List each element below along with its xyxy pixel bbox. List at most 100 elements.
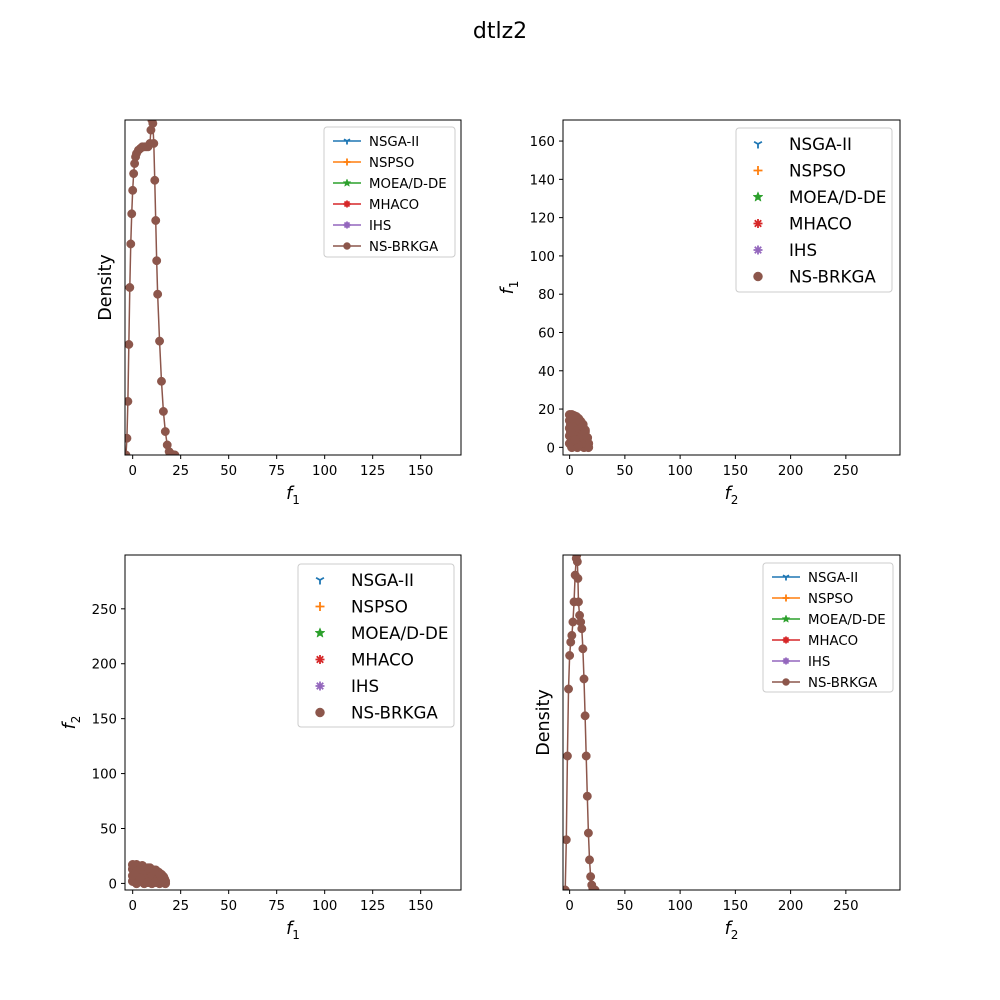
data-point	[578, 644, 588, 654]
legend-label: NSPSO	[351, 597, 408, 617]
x-tick-label: 150	[723, 464, 748, 479]
legend-label: IHS	[351, 676, 379, 696]
legend-label: NSPSO	[789, 161, 846, 181]
data-point	[583, 828, 593, 838]
x-tick-label: 0	[565, 464, 573, 479]
legend-label: IHS	[789, 240, 817, 260]
x-axis-label: f1	[286, 919, 300, 942]
data-point	[567, 630, 577, 640]
axes-frame	[562, 119, 901, 456]
y-tick-label: 100	[530, 250, 555, 265]
legend-marker-icon	[753, 245, 763, 255]
data-point	[129, 169, 139, 179]
data-point	[585, 855, 594, 865]
data-point	[148, 120, 158, 128]
data-point	[150, 175, 160, 185]
plot-panel-top-left: 0 25 50 75 100 125 150 f1 Density NSGA-II NSPSO MOE…	[96, 119, 462, 507]
y-axis-label: Density	[534, 689, 554, 756]
legend-marker-icon	[343, 158, 351, 166]
y-tick-label: 200	[92, 658, 117, 673]
legend-marker-icon	[781, 614, 791, 623]
y-tick-label: 250	[92, 603, 117, 618]
data-point	[563, 835, 571, 845]
x-tick-label: 50	[220, 464, 237, 479]
x-tick-label: 150	[723, 899, 748, 914]
y-tick-label: 100	[92, 768, 117, 783]
plot-panel-top-right: 0 50 100 150 200 250 0 20 40 60 80 100 120 140 160 f2 f1…	[498, 119, 901, 507]
data-point	[582, 791, 592, 801]
legend-label: MOEA/D-DE	[369, 177, 447, 192]
legend-marker-icon	[314, 627, 326, 638]
data-point	[151, 216, 161, 225]
y-tick-label: 50	[100, 822, 117, 837]
legend-label: MHACO	[808, 634, 858, 649]
legend-frame	[297, 563, 455, 728]
x-tick-label: 75	[268, 464, 285, 479]
data-layer	[564, 410, 594, 453]
data-point	[153, 289, 163, 299]
x-tick-label: 125	[360, 899, 385, 914]
x-tick-label: 125	[360, 464, 385, 479]
data-point	[128, 185, 138, 195]
x-tick-label: 25	[172, 899, 189, 914]
x-tick-label: 0	[565, 899, 573, 914]
x-tick-label: 200	[778, 464, 803, 479]
legend-marker-icon	[315, 576, 325, 585]
legend-label: IHS	[369, 219, 391, 234]
y-tick-label: 80	[538, 288, 555, 303]
x-axis-label: f2	[725, 919, 739, 942]
data-point	[125, 340, 134, 349]
legend-label: NSPSO	[369, 156, 414, 171]
x-tick-label: 25	[172, 464, 189, 479]
x-tick-label: 0	[128, 464, 136, 479]
y-tick-label: 0	[547, 441, 555, 456]
y-tick-label: 140	[530, 173, 555, 188]
legend-label: MHACO	[351, 650, 414, 670]
legend-marker-icon	[752, 191, 764, 202]
legend-marker-icon	[782, 636, 790, 644]
legend: NSGA-II NSPSO MOEA/D-DE MHACO IHS NS-BRKGA	[735, 127, 893, 293]
figure-title: dtlz2	[473, 19, 527, 44]
x-axis-label: f2	[725, 484, 739, 507]
data-point	[573, 574, 583, 583]
y-tick-label: 60	[538, 326, 555, 341]
data-point	[580, 711, 590, 721]
y-tick-label: 40	[538, 365, 555, 380]
legend-marker-icon	[343, 221, 351, 229]
x-tick-label: 150	[408, 464, 433, 479]
x-tick-label: 50	[220, 899, 237, 914]
data-point	[577, 624, 587, 634]
legend-marker-icon	[753, 219, 763, 228]
data-layer	[125, 120, 180, 455]
x-tick-label: 50	[616, 464, 633, 479]
data-point	[152, 256, 162, 266]
legend-label: MHACO	[369, 198, 419, 213]
legend: NSGA-II NSPSO MOEA/D-DE MHACO IHS NS-BRKGA	[323, 126, 456, 258]
legend-label: MOEA/D-DE	[808, 613, 886, 628]
y-axis-label: Density	[96, 254, 116, 321]
data-point	[135, 873, 146, 883]
legend-marker-icon	[315, 681, 325, 691]
plot-panel-bottom-left: 0 25 50 75 100 125 150 0 50 100 150 200 250 f1 f2 NSGA-…	[60, 554, 462, 942]
data-point	[149, 139, 159, 148]
data-point	[574, 597, 583, 607]
legend-marker-icon	[753, 166, 763, 175]
data-layer	[127, 859, 171, 889]
data-point	[568, 617, 578, 627]
data-point	[572, 557, 582, 567]
data-point	[160, 427, 170, 436]
legend-label: MOEA/D-DE	[351, 623, 448, 643]
legend-label: NS-BRKGA	[351, 703, 438, 723]
legend-label: NSPSO	[808, 592, 853, 607]
legend-marker-icon	[753, 140, 763, 149]
legend-label: NS-BRKGA	[369, 240, 438, 255]
legend-marker-icon	[782, 574, 790, 581]
legend-marker-icon	[782, 657, 790, 665]
legend-label: NSGA-II	[789, 134, 852, 154]
legend-marker-icon	[342, 178, 352, 187]
legend-marker-icon	[782, 594, 790, 602]
legend-marker-icon	[315, 602, 325, 611]
legend: NSGA-II NSPSO MOEA/D-DE MHACO IHS NS-BRKGA	[762, 562, 894, 693]
axes-frame	[562, 554, 901, 891]
